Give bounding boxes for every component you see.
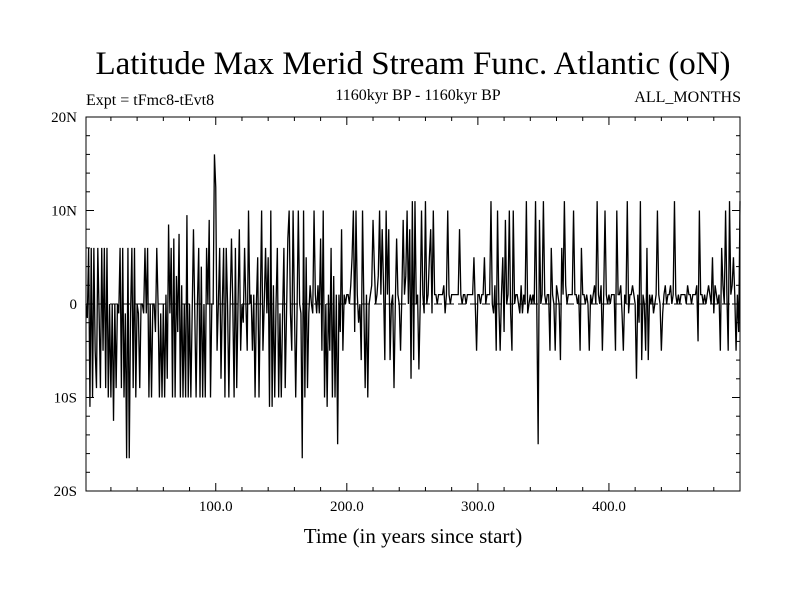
series-line-0 xyxy=(85,154,741,459)
x-axis-label: Time (in years since start) xyxy=(303,524,523,548)
y-tick-label: 20S xyxy=(54,484,77,500)
period-subtitle: 1160kyr BP - 1160kyr BP xyxy=(335,87,501,104)
y-tick-label: 20N xyxy=(51,110,77,126)
months-subtitle: ALL_MONTHS xyxy=(634,89,741,106)
y-tick-label: 0 xyxy=(70,297,78,313)
y-tick-label: 10S xyxy=(54,391,77,407)
chart-title: Latitude Max Merid Stream Func. Atlantic… xyxy=(95,46,731,82)
x-tick-label: 200.0 xyxy=(330,499,364,515)
experiment-subtitle: Expt = tFmc8-tEvt8 xyxy=(86,92,215,109)
x-tick-label: 300.0 xyxy=(461,499,495,515)
x-tick-label: 400.0 xyxy=(592,499,626,515)
x-tick-label: 100.0 xyxy=(199,499,233,515)
y-tick-label: 10N xyxy=(51,204,77,220)
